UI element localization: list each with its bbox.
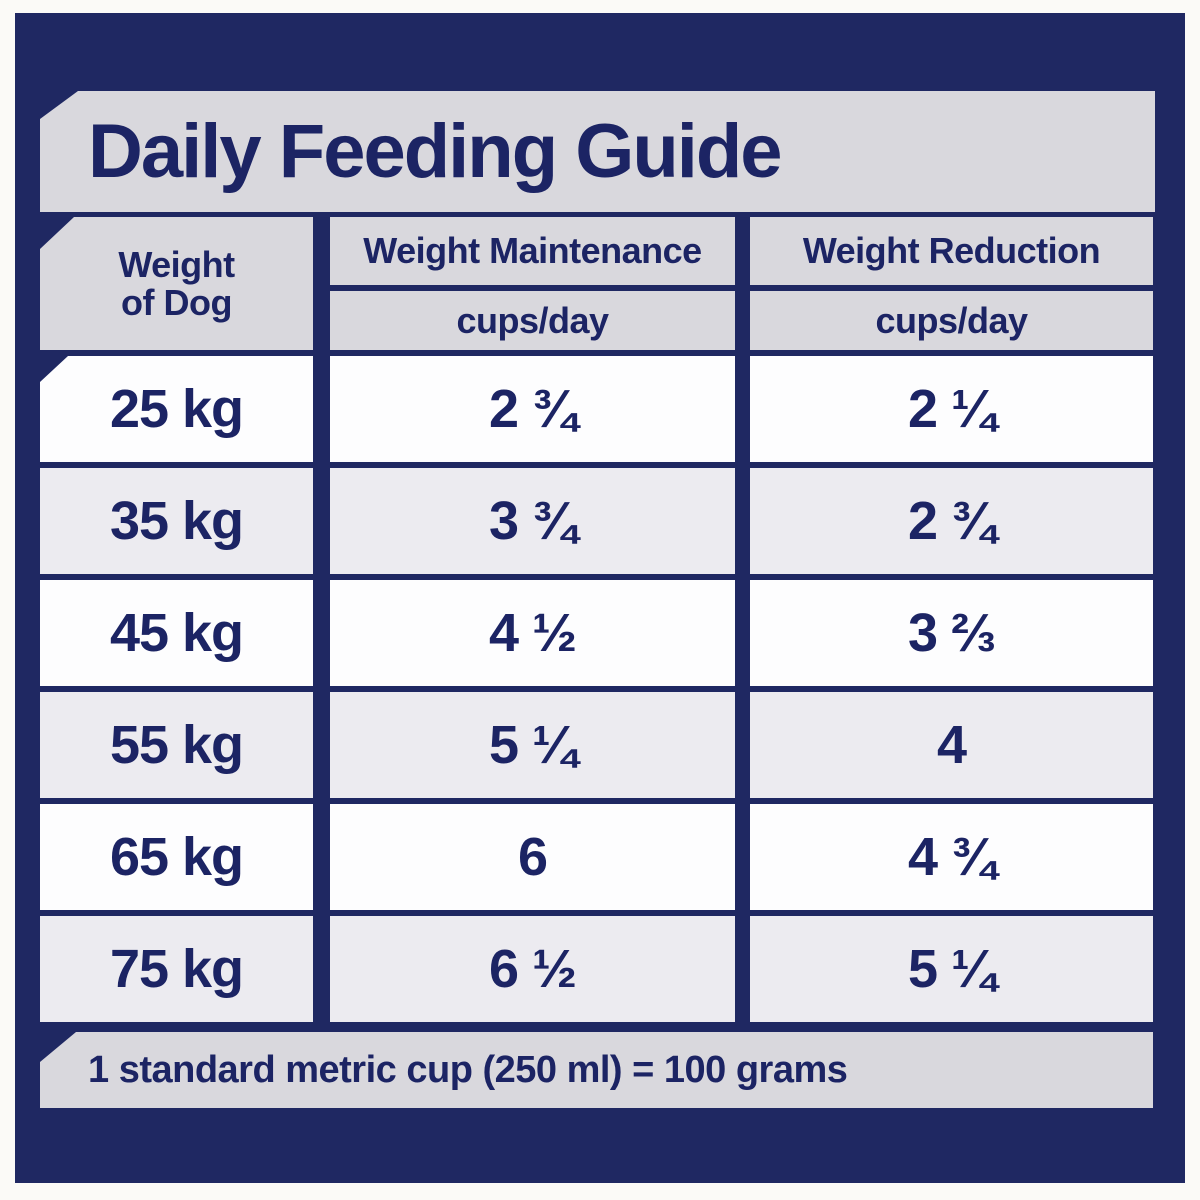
table-row: 45 kg 4 ½ 3 ⅔ [0,580,1200,686]
weight-cell: 65 kg [40,804,313,910]
column-subheader-maintenance-unit: cups/day [330,291,735,350]
weight-cell: 35 kg [40,468,313,574]
weight-of-dog-line2: of Dog [121,281,232,323]
weight-cell: 45 kg [40,580,313,686]
column-header-weight-of-dog: Weight of Dog [40,217,313,350]
reduction-cups-cell: 2 ¼ [750,356,1153,462]
table-row: 55 kg 5 ¼ 4 [0,692,1200,798]
page-title-label: Daily Feeding Guide [88,109,783,194]
footer-note-label: 1 standard metric cup (250 ml) = 100 gra… [88,1048,848,1091]
maintenance-cups-cell: 6 [330,804,735,910]
weight-cell: 75 kg [40,916,313,1022]
column-header-weight-maintenance: Weight Maintenance [330,217,735,285]
maintenance-cups-cell: 5 ¼ [330,692,735,798]
table-row: 75 kg 6 ½ 5 ¼ [0,916,1200,1022]
reduction-cups-cell: 2 ¾ [750,468,1153,574]
page-title: Daily Feeding Guide [40,91,1155,212]
reduction-cups-cell: 3 ⅔ [750,580,1153,686]
table-row: 65 kg 6 4 ¾ [0,804,1200,910]
reduction-cups-cell: 4 ¾ [750,804,1153,910]
maintenance-cups-cell: 2 ¾ [330,356,735,462]
table-row: 25 kg 2 ¾ 2 ¼ [0,356,1200,462]
column-header-weight-reduction: Weight Reduction [750,217,1153,285]
weight-cell: 25 kg [40,356,313,462]
weight-of-dog-line1: Weight [118,244,235,286]
reduction-cups-cell: 5 ¼ [750,916,1153,1022]
maintenance-cups-cell: 6 ½ [330,916,735,1022]
maintenance-cups-cell: 3 ¾ [330,468,735,574]
column-subheader-reduction-unit: cups/day [750,291,1153,350]
footer-note: 1 standard metric cup (250 ml) = 100 gra… [40,1032,1153,1108]
weight-cell: 55 kg [40,692,313,798]
maintenance-cups-cell: 4 ½ [330,580,735,686]
reduction-cups-cell: 4 [750,692,1153,798]
table-row: 35 kg 3 ¾ 2 ¾ [0,468,1200,574]
